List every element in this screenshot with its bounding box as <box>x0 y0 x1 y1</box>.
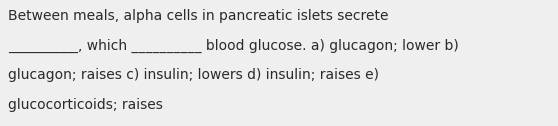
Text: glucagon; raises c) insulin; lowers d) insulin; raises e): glucagon; raises c) insulin; lowers d) i… <box>8 68 379 82</box>
Text: Between meals, alpha cells in pancreatic islets secrete: Between meals, alpha cells in pancreatic… <box>8 9 389 23</box>
Text: glucocorticoids; raises: glucocorticoids; raises <box>8 98 163 112</box>
Text: __________, which __________ blood glucose. a) glucagon; lower b): __________, which __________ blood gluco… <box>8 38 459 53</box>
